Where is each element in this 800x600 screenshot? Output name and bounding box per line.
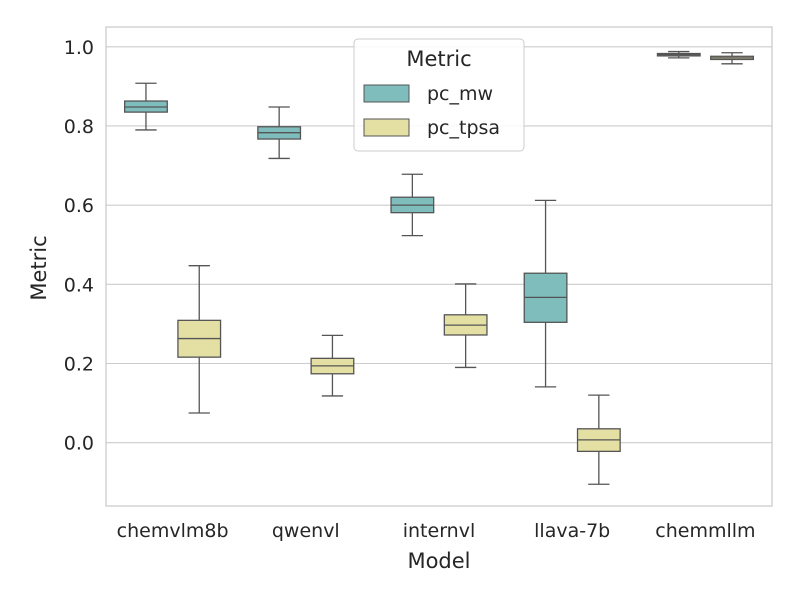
y-tick-labels: 0.0 0.2 0.4 0.6 0.8 1.0 (64, 37, 94, 455)
y-tick-label: 0.0 (64, 433, 94, 455)
legend-title: Metric (406, 47, 471, 71)
x-axis-title: Model (407, 549, 470, 573)
x-tick-label: internvl (403, 520, 476, 542)
y-axis-title: Metric (27, 235, 51, 300)
y-tick-label: 0.2 (64, 353, 94, 375)
box-pc-tpsa-chemmllm (710, 52, 755, 65)
legend-swatch-pc-tpsa (363, 118, 410, 137)
box-pc-mw-chemmllm (656, 50, 701, 59)
box-pc-mw-llava-7b (523, 199, 568, 388)
legend-label-pc-tpsa: pc_tpsa (427, 117, 500, 139)
x-tick-label: chemvlm8b (117, 520, 229, 542)
legend-swatch-pc-mw (363, 84, 410, 103)
x-tick-labels: chemvlm8b qwenvl internvl llava-7b chemmllm (117, 520, 756, 542)
plot-frame (105, 26, 773, 507)
box-pc-mw-internvl (390, 173, 435, 237)
x-tick-label: chemmllm (655, 520, 755, 542)
box-plots (123, 50, 755, 485)
legend-label-pc-mw: pc_mw (427, 83, 493, 105)
box-pc-tpsa-llava-7b (576, 394, 621, 485)
box-pc-tpsa-internvl (443, 283, 488, 369)
y-tick-label: 0.4 (64, 274, 94, 296)
y-tick-label: 0.8 (64, 116, 94, 138)
x-tick-label: llava-7b (534, 520, 610, 542)
x-tick-label: qwenvl (272, 520, 340, 542)
y-tick-label: 1.0 (64, 37, 94, 59)
y-tick-label: 0.6 (64, 195, 94, 217)
box-pc-mw-qwenvl (257, 106, 302, 160)
box-pc-mw-chemvlm8b (123, 82, 168, 131)
legend: Metric pc_mw pc_tpsa (353, 38, 525, 152)
box-pc-tpsa-chemvlm8b (177, 265, 222, 414)
box-pc-tpsa-qwenvl (310, 334, 355, 397)
